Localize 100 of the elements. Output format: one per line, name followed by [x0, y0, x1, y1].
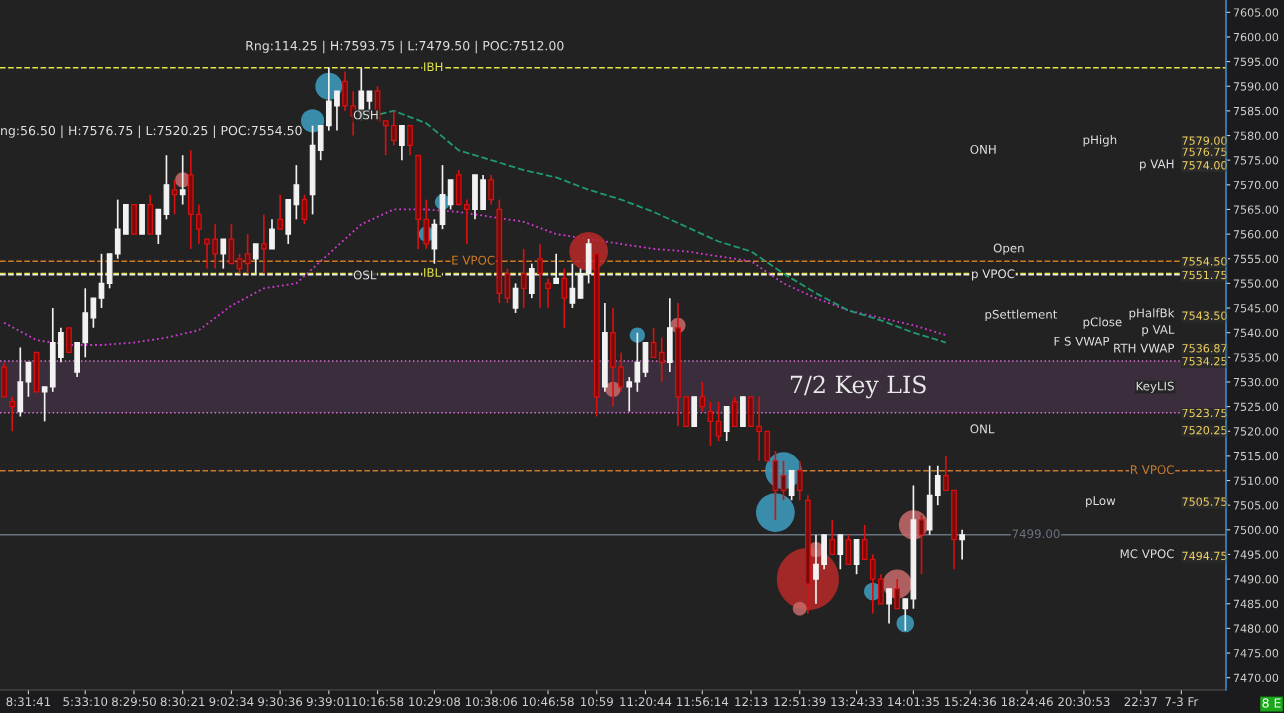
candlestick — [886, 588, 892, 625]
candlestick — [261, 213, 267, 275]
y-tick-label: 7495.00 — [1233, 550, 1279, 559]
y-tick-label: 7535.00 — [1233, 353, 1279, 362]
annotation: p VAH — [1140, 159, 1174, 171]
x-tick-label: 9:30:36 — [258, 697, 303, 707]
annotation: pLow — [1086, 496, 1116, 508]
candlestick — [837, 533, 844, 571]
band-label: 7/2 Key LIS — [790, 375, 926, 399]
y-tick-label: 7545.00 — [1233, 304, 1279, 313]
candlestick — [334, 90, 340, 132]
annotation: ng:56.50 | H:7576.75 | L:7520.25 | POC:7554.50 — [1, 125, 302, 139]
y-tick-label: 7540.00 — [1233, 328, 1279, 338]
ref-line-label: IBL — [424, 268, 442, 277]
candlestick — [561, 267, 568, 329]
annotation: Open — [993, 243, 1024, 255]
y-tick-label: 7475.00 — [1233, 649, 1279, 658]
ref-line-label: 7499.00 — [1012, 529, 1060, 539]
x-tick-label: 10:16:58 — [352, 697, 404, 707]
x-tick-label: 14:01:35 — [888, 697, 939, 707]
candlestick — [382, 119, 389, 157]
y-tick-label: 7480.00 — [1233, 624, 1279, 633]
x-tick-label: 7-3 Fr — [1165, 697, 1199, 707]
y-tick-label: 7500.00 — [1233, 525, 1279, 535]
x-tick-label: 10:59 — [581, 697, 613, 707]
candlestick — [658, 336, 665, 383]
candlestick — [626, 376, 633, 413]
x-tick-label: 8:29:50 — [112, 697, 156, 707]
candlestick — [894, 578, 901, 610]
y2-tick-label: 7543.50 — [1182, 311, 1227, 320]
annotation: F S VWAP — [1054, 336, 1110, 346]
candlestick — [537, 243, 543, 309]
y-tick-label: 7585.00 — [1233, 106, 1279, 116]
candlestick — [699, 381, 706, 413]
y-tick-label: 7470.00 — [1233, 673, 1279, 683]
x-tick-label: 12:13 — [735, 697, 768, 707]
x-tick-label: 18:24:46 — [1001, 697, 1053, 707]
candlestick — [293, 164, 300, 221]
annotation: ONL — [970, 424, 995, 434]
x-tick-label: 20:30:53 — [1058, 697, 1110, 707]
candlestick — [756, 395, 763, 462]
ref-line-label: E VPOC — [452, 255, 495, 265]
candlestick — [902, 597, 909, 632]
y-tick-label: 7555.00 — [1233, 254, 1279, 264]
y2-tick-label: 7520.25 — [1182, 425, 1227, 435]
y2-tick-label: 7494.75 — [1182, 551, 1227, 561]
x-tick-label: 11:56:14 — [677, 697, 729, 707]
candlestick — [277, 193, 283, 231]
y2-tick-label: 7574.00 — [1182, 161, 1227, 170]
candlestick — [488, 174, 495, 206]
x-tick-label: 11:20:44 — [620, 697, 672, 707]
text: 8 E — [1262, 698, 1281, 708]
y-tick-label: 7600.00 — [1233, 32, 1279, 42]
y2-tick-label: 7551.75 — [1182, 270, 1227, 280]
y2-tick-label: 7505.75 — [1182, 497, 1227, 506]
x-tick-label: 13:24:33 — [831, 697, 883, 707]
x-tick-label: 5:33:10 — [63, 697, 108, 707]
x-tick-label: 8:31:41 — [6, 697, 51, 707]
candlestick — [407, 124, 413, 157]
y-tick-label: 7515.00 — [1233, 451, 1279, 461]
y-tick-label: 7570.00 — [1233, 180, 1279, 190]
x-tick-label: 12:51:39 — [774, 697, 826, 707]
y-tick-label: 7550.00 — [1233, 279, 1279, 288]
candlestick — [41, 386, 48, 423]
line-series — [3, 208, 947, 346]
candlestick — [179, 154, 186, 206]
candlestick — [399, 124, 405, 162]
annotation: pSettlement — [985, 309, 1058, 322]
annotation: pClose — [1083, 317, 1122, 329]
annotation: MC VPOC — [1120, 549, 1174, 559]
candlestick — [813, 533, 819, 605]
y2-tick-label: 7534.25 — [1182, 356, 1227, 366]
annotation: p VAL — [1142, 325, 1175, 337]
y2-tick-label: 7523.75 — [1182, 408, 1227, 418]
candlestick — [634, 331, 641, 393]
y-tick-label: 7565.00 — [1233, 205, 1279, 214]
y2-tick-label: 7576.75 — [1182, 147, 1227, 156]
x-tick-label: 9:02:34 — [209, 697, 254, 707]
y-tick-label: 7605.00 — [1233, 8, 1279, 17]
candlestick — [390, 110, 397, 147]
y2-tick-label: 7554.50 — [1182, 257, 1227, 266]
ref-line-label: p VPOC — [972, 269, 1015, 281]
y-tick-label: 7595.00 — [1233, 57, 1279, 66]
annotation: OSL — [353, 270, 377, 280]
y-tick-label: 7580.00 — [1233, 131, 1279, 140]
ref-line-label: IBH — [424, 62, 443, 72]
y-tick-label: 7525.00 — [1233, 402, 1279, 411]
y-tick-label: 7485.00 — [1233, 599, 1279, 609]
y2-tick-label: 7536.87 — [1182, 344, 1227, 353]
y-tick-label: 7590.00 — [1233, 82, 1279, 91]
candlestick — [244, 233, 251, 275]
candlestick — [220, 238, 227, 270]
annotation: pHalfBk — [1129, 308, 1175, 320]
x-tick-label: 10:29:08 — [409, 697, 461, 707]
y-tick-label: 7575.00 — [1233, 156, 1279, 165]
y-tick-label: 7490.00 — [1233, 575, 1279, 584]
candlestick — [520, 248, 527, 309]
ref-line-label: R VPOC — [1130, 465, 1174, 475]
x-tick-label: 10:46:58 — [522, 697, 574, 707]
candlestick — [618, 351, 624, 393]
